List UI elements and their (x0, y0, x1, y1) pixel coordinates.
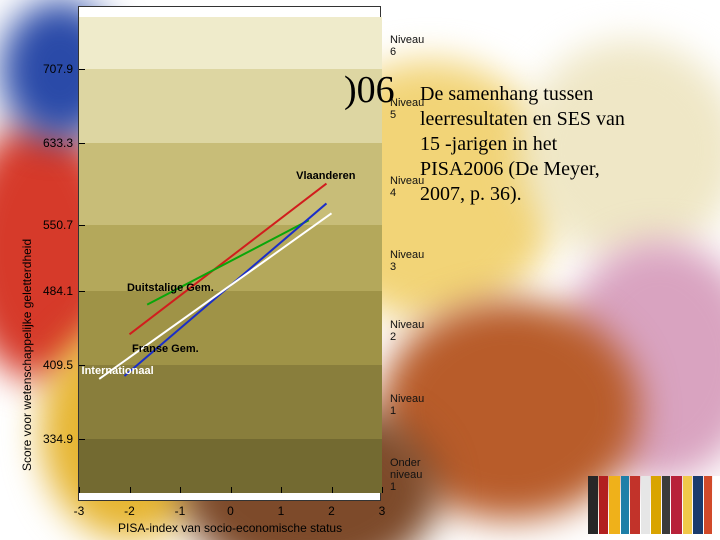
level-label: Niveau 2 (390, 319, 424, 343)
x-tick-label: 2 (328, 504, 335, 518)
chart-lines (79, 17, 382, 493)
level-label: Niveau 3 (390, 249, 424, 273)
series-label: Internationaal (82, 365, 154, 377)
x-tick-label: 0 (227, 504, 234, 518)
x-axis-label: PISA-index van socio-economische status (118, 521, 342, 535)
series-line-Vlaanderen (130, 184, 327, 335)
chart-frame: Vlaanderen Duitstalige Gem. Franse Gem. Int… (78, 6, 381, 501)
level-label: Niveau 1 (390, 393, 424, 417)
x-tick-label: -2 (124, 504, 135, 518)
series-label: Duitstalige Gem. (127, 282, 214, 294)
series-label: Franse Gem. (132, 343, 199, 355)
y-tick-label: 707.9 (43, 62, 73, 76)
level-label: Onderniveau 1 (390, 457, 422, 493)
x-tick-label: 3 (379, 504, 386, 518)
x-tick-label: 1 (278, 504, 285, 518)
y-tick-label: 550.7 (43, 218, 73, 232)
title-fragment: )06 (344, 68, 395, 112)
y-tick-label: 633.3 (43, 136, 73, 150)
bookshelf-decoration (588, 476, 720, 534)
series-label: Vlaanderen (296, 170, 355, 182)
x-tick-label: -1 (175, 504, 186, 518)
x-tick-label: -3 (74, 504, 85, 518)
y-tick-label: 334.9 (43, 432, 73, 446)
y-axis-label: Score voor wetenschappelijke geletterdhe… (20, 239, 34, 471)
chart-plot: Vlaanderen Duitstalige Gem. Franse Gem. Int… (79, 17, 382, 493)
level-label: Niveau 6 (390, 34, 424, 58)
y-tick-label: 484.1 (43, 284, 73, 298)
y-tick-label: 409.5 (43, 358, 73, 372)
caption-text: De samenhang tussenleerresultaten en SES… (420, 82, 625, 207)
